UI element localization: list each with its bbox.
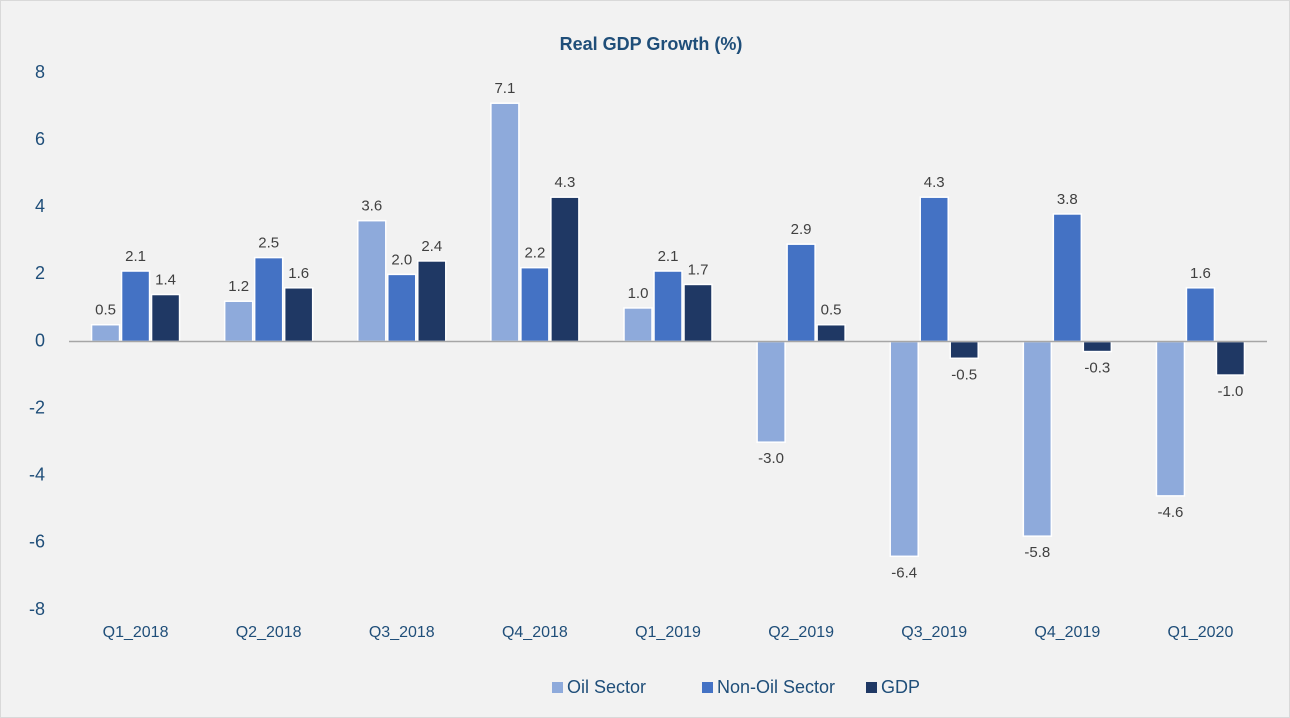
value-label: -0.5 bbox=[951, 366, 977, 383]
x-tick-label: Q2_2018 bbox=[236, 624, 302, 641]
value-label: 7.1 bbox=[494, 80, 515, 97]
x-tick-label: Q3_2018 bbox=[369, 624, 435, 641]
value-label: 1.0 bbox=[628, 285, 649, 302]
value-label: 1.2 bbox=[228, 278, 249, 295]
value-label: -6.4 bbox=[891, 564, 917, 581]
legend-label: Non-Oil Sector bbox=[717, 677, 835, 697]
bar bbox=[520, 266, 550, 343]
legend-swatch bbox=[702, 682, 713, 693]
x-tick-label: Q3_2019 bbox=[901, 624, 967, 641]
value-label: 2.1 bbox=[658, 248, 679, 265]
y-tick-label: 8 bbox=[35, 62, 45, 82]
chart-title: Real GDP Growth (%) bbox=[560, 34, 743, 54]
value-label: 3.6 bbox=[361, 198, 382, 215]
y-tick-label: -8 bbox=[29, 599, 45, 619]
value-label: 1.7 bbox=[688, 261, 709, 278]
bar bbox=[490, 102, 520, 343]
bar bbox=[683, 283, 713, 343]
value-label: 4.3 bbox=[924, 174, 945, 191]
bar bbox=[653, 270, 683, 343]
bar bbox=[387, 273, 417, 343]
value-label: 3.8 bbox=[1057, 191, 1078, 208]
y-tick-label: -4 bbox=[29, 465, 45, 485]
value-label: -4.6 bbox=[1158, 504, 1184, 521]
value-label: -5.8 bbox=[1024, 544, 1050, 561]
bar bbox=[1155, 340, 1186, 497]
bar bbox=[949, 340, 979, 360]
x-tick-label: Q2_2019 bbox=[768, 624, 834, 641]
y-tick-label: 2 bbox=[35, 263, 45, 283]
value-label: -1.0 bbox=[1218, 383, 1244, 400]
value-label: 2.4 bbox=[421, 238, 442, 255]
bar bbox=[756, 340, 786, 443]
value-label: 4.3 bbox=[554, 174, 575, 191]
legend-swatch bbox=[866, 682, 877, 693]
bar bbox=[223, 300, 254, 343]
value-label: -0.3 bbox=[1084, 360, 1110, 377]
value-label: 1.6 bbox=[1190, 265, 1211, 282]
bar bbox=[253, 256, 284, 343]
legend-label: GDP bbox=[881, 677, 920, 697]
value-label: -3.0 bbox=[758, 450, 784, 467]
legend-swatch bbox=[552, 682, 563, 693]
bar bbox=[1052, 213, 1083, 343]
y-tick-label: 0 bbox=[35, 330, 45, 350]
y-tick-label: 4 bbox=[35, 196, 45, 216]
y-tick-label: 6 bbox=[35, 129, 45, 149]
bar bbox=[816, 323, 846, 343]
legend-label: Oil Sector bbox=[567, 677, 646, 697]
bar bbox=[150, 293, 181, 343]
bar bbox=[1185, 287, 1216, 343]
value-label: 1.6 bbox=[288, 265, 309, 282]
bar bbox=[90, 323, 121, 343]
x-tick-label: Q4_2019 bbox=[1034, 624, 1100, 641]
x-tick-label: Q1_2020 bbox=[1168, 624, 1234, 641]
value-label: 0.5 bbox=[95, 302, 116, 319]
bar bbox=[550, 196, 580, 343]
y-tick-label: -2 bbox=[29, 397, 45, 417]
value-label: 2.9 bbox=[791, 221, 812, 238]
y-tick-label: -6 bbox=[29, 532, 45, 552]
value-label: 2.2 bbox=[524, 245, 545, 262]
value-label: 0.5 bbox=[821, 302, 842, 319]
bar bbox=[357, 219, 387, 343]
bar bbox=[889, 340, 919, 558]
x-tick-label: Q1_2018 bbox=[103, 624, 169, 641]
bar bbox=[1022, 340, 1053, 537]
bar bbox=[919, 196, 949, 343]
value-label: 2.0 bbox=[391, 251, 412, 268]
bar bbox=[417, 260, 447, 343]
x-tick-label: Q1_2019 bbox=[635, 624, 701, 641]
bar bbox=[1082, 340, 1113, 353]
value-label: 2.5 bbox=[258, 235, 279, 252]
x-tick-label: Q4_2018 bbox=[502, 624, 568, 641]
bar bbox=[786, 243, 816, 343]
value-label: 1.4 bbox=[155, 271, 176, 288]
bar bbox=[283, 287, 314, 343]
bar bbox=[1215, 340, 1246, 376]
value-label: 2.1 bbox=[125, 248, 146, 265]
bar bbox=[623, 307, 653, 343]
bar bbox=[120, 270, 151, 343]
